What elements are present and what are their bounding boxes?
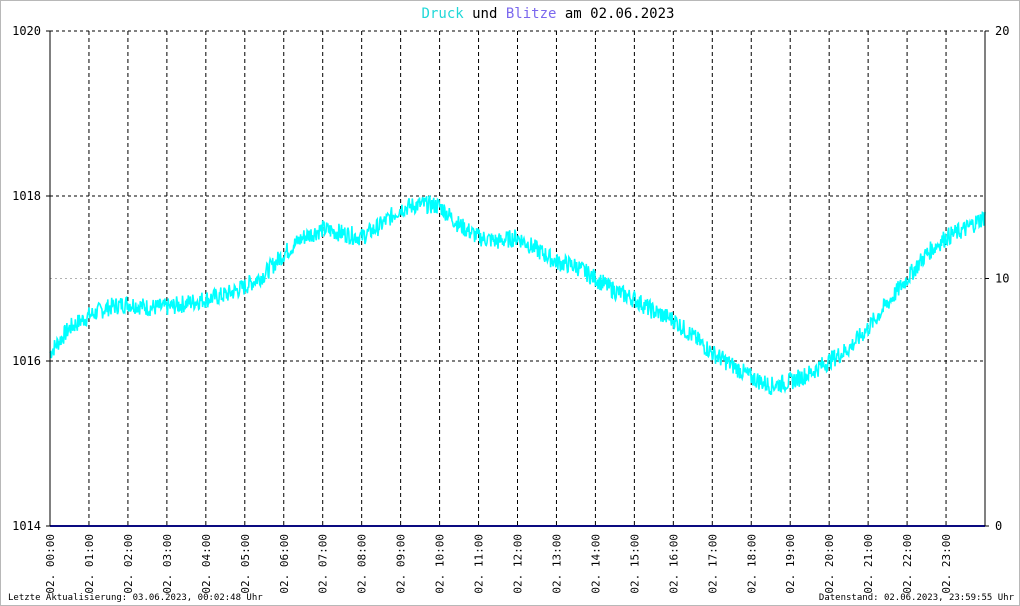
y-right-tick-label: 20 xyxy=(995,24,1009,38)
x-tick-label: 02. 00:00 xyxy=(44,534,57,594)
series-layer xyxy=(49,195,986,527)
y-right-tick-label: 10 xyxy=(995,272,1009,286)
x-tick-label: 02. 07:00 xyxy=(317,534,330,594)
last-update-note: Letzte Aktualisierung: 03.06.2023, 00:02… xyxy=(8,593,263,603)
axes xyxy=(46,30,989,527)
x-tick-label: 02. 15:00 xyxy=(628,534,641,594)
data-timestamp-note: Datenstand: 02.06.2023, 23:59:55 Uhr xyxy=(818,593,1014,603)
series-druck-line xyxy=(49,195,986,395)
x-tick-label: 02. 17:00 xyxy=(706,534,719,594)
chart-title: Druck und Blitze am 02.06.2023 xyxy=(422,6,675,22)
title-druck: Druck xyxy=(422,6,465,22)
x-tick-label: 02. 20:00 xyxy=(823,534,836,594)
x-tick-label: 02. 02:00 xyxy=(122,534,135,594)
x-tick-label: 02. 01:00 xyxy=(83,534,96,594)
x-tick-label: 02. 09:00 xyxy=(395,534,408,594)
x-tick-label: 02. 19:00 xyxy=(784,534,797,594)
x-tick-label: 02. 05:00 xyxy=(239,534,252,594)
x-tick-label: 02. 04:00 xyxy=(200,534,213,594)
x-tick-label: 02. 22:00 xyxy=(901,534,914,594)
x-tick-label: 02. 03:00 xyxy=(161,534,174,594)
x-tick-label: 02. 08:00 xyxy=(356,534,369,594)
title-date: am 02.06.2023 xyxy=(556,6,674,22)
x-tick-label: 02. 16:00 xyxy=(667,534,680,594)
x-tick-label: 02. 18:00 xyxy=(745,534,758,594)
y-left-tick-label: 1020 xyxy=(12,24,41,38)
x-tick-label: 02. 11:00 xyxy=(473,534,486,594)
title-blitze: Blitze xyxy=(506,6,557,22)
y-right-tick-label: 0 xyxy=(995,519,1002,533)
x-tick-label: 02. 06:00 xyxy=(278,534,291,594)
y-left-tick-label: 1018 xyxy=(12,189,41,203)
x-tick-label: 02. 10:00 xyxy=(434,534,447,594)
y-left-tick-label: 1016 xyxy=(12,354,41,368)
x-tick-label: 02. 21:00 xyxy=(862,534,875,594)
x-tick-label: 02. 13:00 xyxy=(550,534,563,594)
title-und: und xyxy=(464,6,506,22)
x-tick-label: 02. 23:00 xyxy=(940,534,953,594)
grid-lines xyxy=(50,30,985,526)
x-tick-label: 02. 14:00 xyxy=(589,534,602,594)
x-tick-label: 02. 12:00 xyxy=(512,534,525,594)
y-left-tick-label: 1014 xyxy=(12,519,41,533)
